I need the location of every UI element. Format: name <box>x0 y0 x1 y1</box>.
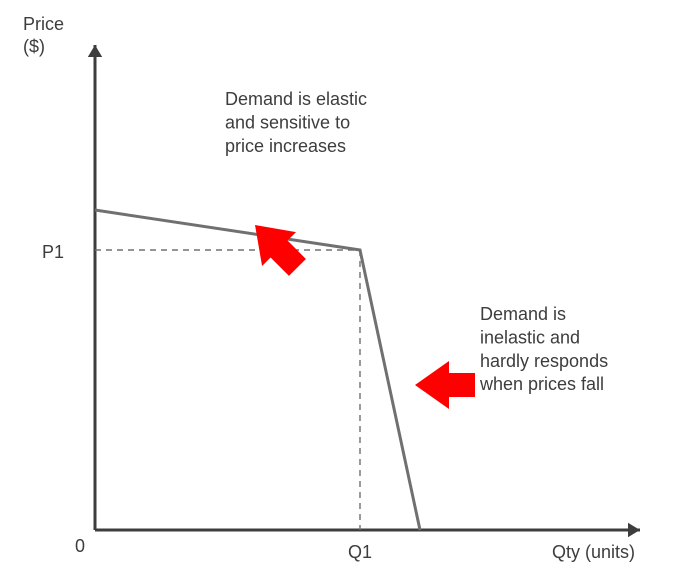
chart-stage: Price ($) Qty (units) 0 P1 Q1 Demand is elasti… <box>0 0 700 585</box>
annotation-elastic-text: Demand is elastic and sensitive to price i… <box>225 89 367 156</box>
q1-label: Q1 <box>348 542 372 562</box>
origin-label: 0 <box>75 536 85 556</box>
svg-text:Demand is: Demand is <box>480 304 566 324</box>
p1-label: P1 <box>42 242 64 262</box>
kinked-demand-chart: Price ($) Qty (units) 0 P1 Q1 Demand is elasti… <box>0 0 700 585</box>
svg-text:hardly responds: hardly responds <box>480 351 608 371</box>
svg-text:inelastic and: inelastic and <box>480 327 580 347</box>
svg-text:Price: Price <box>23 14 64 34</box>
x-axis-label: Qty (units) <box>552 542 635 562</box>
svg-text:when prices fall: when prices fall <box>479 374 604 394</box>
svg-text:Demand is elastic: Demand is elastic <box>225 89 367 109</box>
svg-text:and sensitive to: and sensitive to <box>225 112 350 132</box>
svg-text:price increases: price increases <box>225 136 346 156</box>
svg-text:($): ($) <box>23 37 45 57</box>
